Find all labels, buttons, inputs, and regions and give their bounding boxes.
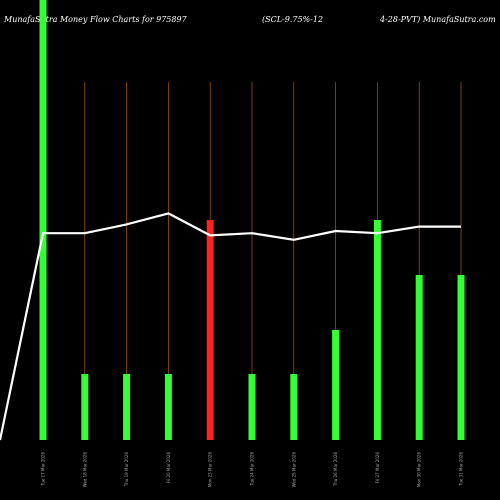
money-flow-line [0, 212, 461, 441]
x-tick-label: Tue 31 Mar 2026 [459, 452, 464, 487]
chart-title-right: 4-28-PVT) MunafaSutra.com [379, 15, 496, 24]
x-tick-label: Wed 25 Mar 2026 [291, 452, 296, 488]
x-tick-label: Wed 18 Mar 2026 [82, 452, 87, 488]
x-tick-labels: Tue 17 Mar 2026 Wed 18 Mar 2026 Thu 19 Mar… [41, 452, 464, 488]
chart-title-left: MunafaSutra Money Flow Charts for 975897 [3, 15, 188, 24]
x-tick-label: Tue 17 Mar 2026 [41, 452, 46, 487]
volume-bars [39, 0, 465, 440]
x-tick-label: Fri 27 Mar 2026 [375, 452, 380, 484]
volume-bar [415, 275, 423, 440]
chart-title-middle: (SCL-9.75%-12 [262, 15, 323, 24]
x-tick-label: Mon 23 Mar 2026 [208, 452, 213, 488]
volume-bar [206, 220, 214, 440]
x-tick-label: Fri 20 Mar 2026 [166, 452, 171, 484]
volume-bar [81, 374, 89, 440]
x-tick-label: Thu 26 Mar 2026 [333, 452, 338, 488]
volume-bar [290, 374, 298, 440]
volume-bar [332, 330, 340, 440]
volume-bar [457, 275, 465, 440]
x-tick-label: Tue 24 Mar 2026 [250, 452, 255, 487]
x-tick-label: Mon 30 Mar 2026 [417, 452, 422, 488]
volume-bar [248, 374, 256, 440]
volume-bar [373, 220, 381, 440]
x-tick-label: Thu 19 Mar 2026 [124, 452, 129, 488]
volume-bar [39, 0, 47, 440]
volume-bar [164, 374, 172, 440]
volume-bar [123, 374, 131, 440]
money-flow-line-layer [0, 212, 461, 441]
